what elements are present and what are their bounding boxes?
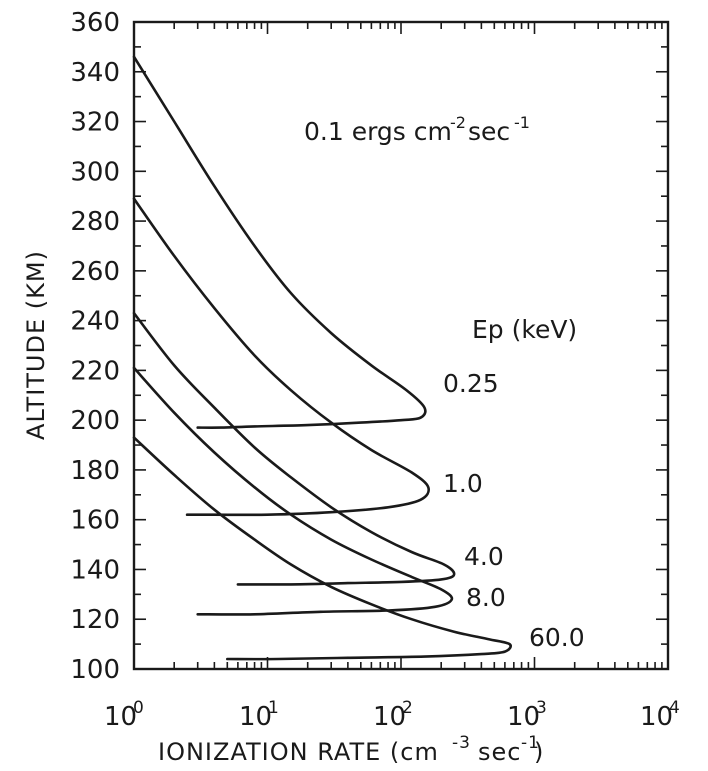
y-tick-label-6: 220 xyxy=(70,356,120,386)
svg-text:10: 10 xyxy=(104,702,137,732)
svg-text:10: 10 xyxy=(640,702,673,732)
series-line-8.0 xyxy=(132,366,454,616)
svg-text:-1: -1 xyxy=(514,113,530,132)
svg-text:sec: sec xyxy=(478,738,521,766)
series-lines xyxy=(132,55,512,661)
y-tick-label-2: 140 xyxy=(70,555,120,585)
y-tick-label-1: 120 xyxy=(70,605,120,635)
y-tick-label-0: 100 xyxy=(70,655,120,685)
series-line-1.0 xyxy=(132,197,430,517)
svg-text:-2: -2 xyxy=(450,113,466,132)
svg-text:2: 2 xyxy=(402,698,413,718)
svg-text:0.1 ergs cm: 0.1 ergs cm xyxy=(304,117,452,146)
svg-text:-1: -1 xyxy=(521,733,540,753)
svg-text:10: 10 xyxy=(239,702,272,732)
axis-ticks xyxy=(133,21,668,670)
svg-text:): ) xyxy=(534,738,544,766)
series-line-4.0 xyxy=(132,311,456,586)
flux-annotation: 0.1 ergs cm -2 sec -1 xyxy=(304,113,530,146)
x-tick-label-2: 102 xyxy=(373,698,413,732)
x-tick-label-4: 104 xyxy=(640,698,680,732)
series-label-0: 0.25 xyxy=(443,369,499,398)
y-tick-label-9: 280 xyxy=(70,207,120,237)
svg-text:10: 10 xyxy=(507,702,540,732)
svg-text:IONIZATION RATE (cm: IONIZATION RATE (cm xyxy=(158,738,439,766)
x-tick-label-1: 101 xyxy=(239,698,279,732)
svg-text:4: 4 xyxy=(669,698,680,718)
y-tick-label-3: 160 xyxy=(70,506,120,536)
y-axis-title: ALTITUDE (KM) xyxy=(22,250,50,440)
y-tick-label-11: 320 xyxy=(70,108,120,138)
y-tick-label-12: 340 xyxy=(70,58,120,88)
y-tick-label-5: 200 xyxy=(70,406,120,436)
svg-text:sec: sec xyxy=(468,117,510,146)
svg-text:10: 10 xyxy=(373,702,406,732)
series-line-60.0 xyxy=(132,436,512,661)
y-axis-tick-labels: 100 120 140 160 180 200 220 240 260 280 300 320 340 3… xyxy=(70,8,120,685)
y-tick-label-8: 260 xyxy=(70,257,120,287)
x-axis-tick-labels: 100 101 102 103 104 xyxy=(104,698,680,732)
svg-text:1: 1 xyxy=(268,698,279,718)
legend-title: Ep (keV) xyxy=(472,315,577,344)
y-tick-label-4: 180 xyxy=(70,456,120,486)
svg-text:0: 0 xyxy=(133,698,144,718)
series-label-3: 8.0 xyxy=(466,583,506,612)
series-label-4: 60.0 xyxy=(529,623,585,652)
x-tick-label-0: 100 xyxy=(104,698,144,732)
svg-text:-3: -3 xyxy=(452,733,471,753)
series-line-0.25 xyxy=(132,55,427,429)
x-axis-title: IONIZATION RATE (cm -3 sec -1 ) xyxy=(158,733,544,766)
x-tick-label-3: 103 xyxy=(507,698,547,732)
series-label-2: 4.0 xyxy=(464,542,504,571)
svg-text:3: 3 xyxy=(536,698,547,718)
series-label-1: 1.0 xyxy=(443,469,483,498)
y-tick-label-10: 300 xyxy=(70,157,120,187)
y-tick-label-13: 360 xyxy=(70,8,120,38)
y-tick-label-7: 240 xyxy=(70,307,120,337)
